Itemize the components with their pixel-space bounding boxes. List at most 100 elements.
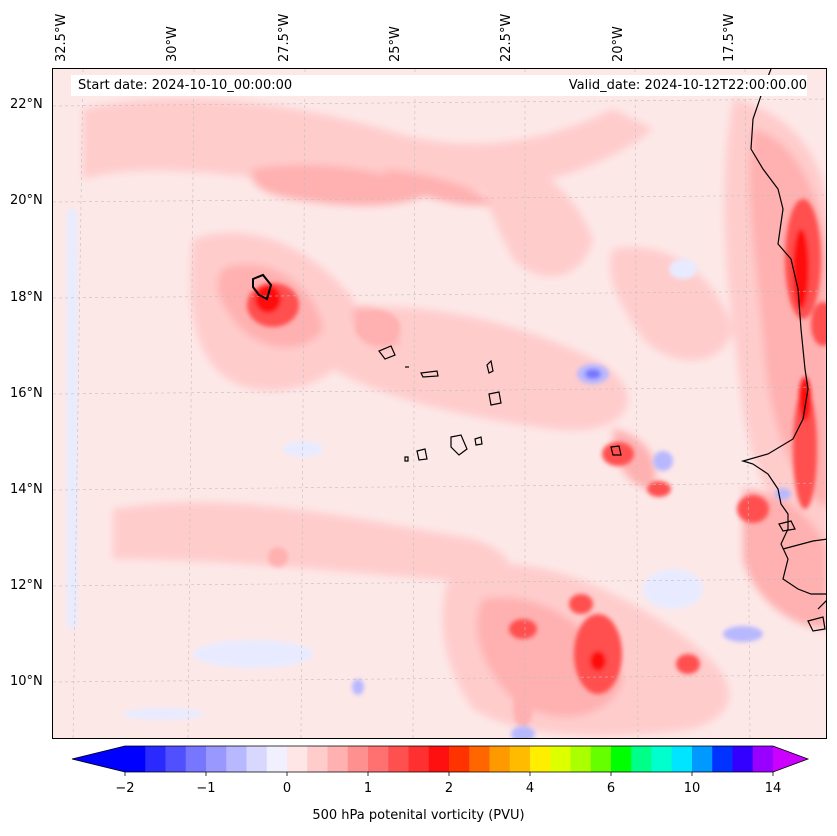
pv-region xyxy=(333,306,628,431)
pv-region xyxy=(480,149,593,277)
lat-label-12n: 12°N xyxy=(10,578,43,593)
colorbar-segment xyxy=(165,746,187,772)
pv-minimum xyxy=(653,451,673,471)
island xyxy=(610,445,622,456)
cape-verde-island xyxy=(378,345,396,360)
cape-verde-island xyxy=(420,370,439,378)
colorbar-tick-label: 6 xyxy=(606,781,616,796)
pv-maximum xyxy=(647,481,671,497)
colorbar-segment xyxy=(428,746,450,772)
pv-field-map xyxy=(53,69,826,738)
pv-region xyxy=(383,169,493,206)
colorbar-segment xyxy=(469,746,490,772)
pv-minimum xyxy=(775,488,791,500)
colorbar-segment xyxy=(631,746,652,772)
colorbar-segment xyxy=(489,746,511,772)
cape-verde-island xyxy=(404,456,409,462)
colorbar-segment xyxy=(509,746,531,772)
pv-minimum xyxy=(643,569,703,609)
pv-minimum xyxy=(669,259,697,279)
pv-minimum xyxy=(67,209,77,629)
pv-region xyxy=(610,247,733,361)
pv-maximum xyxy=(793,389,817,509)
colorbar-segment xyxy=(712,746,733,772)
colorbar-tick-label: −2 xyxy=(115,781,135,796)
colorbar-tick-label: 0 xyxy=(282,781,292,796)
pv-minimum xyxy=(193,640,313,668)
lat-label-14n: 14°N xyxy=(10,482,43,497)
colorbar-segment xyxy=(408,746,430,772)
colorbar-segment xyxy=(388,746,409,772)
cape-verde-island xyxy=(474,436,483,446)
start-date-label: Start date: 2024-10-10_00:00:00 xyxy=(71,75,807,96)
colorbar-segment xyxy=(246,746,268,772)
lon-label-22-5w: 22.5°W xyxy=(499,13,514,62)
colorbar-segment xyxy=(671,746,693,772)
pv-maximum xyxy=(590,651,606,671)
colorbar-segment xyxy=(287,746,308,772)
pv-minimum xyxy=(352,679,364,695)
colorbar-segment xyxy=(185,746,207,772)
colorbar-tick-label: 10 xyxy=(683,781,701,796)
pv-maximum xyxy=(569,594,593,614)
colorbar-segment xyxy=(692,746,713,772)
colorbar-segment xyxy=(570,746,592,772)
cape-verde-island xyxy=(486,359,494,374)
colorbar-tick-label: 14 xyxy=(764,781,782,796)
lon-label-27-5w: 27.5°W xyxy=(277,13,292,62)
colorbar-segment xyxy=(732,746,754,772)
colorbar-label: 500 hPa potenital vorticity (PVU) xyxy=(312,808,525,823)
colorbar-tick-label: 4 xyxy=(525,781,535,796)
pv-maximum xyxy=(799,377,811,421)
pv-maximum xyxy=(268,547,288,567)
cape-verde-island xyxy=(450,434,468,456)
pv-maximum xyxy=(509,619,537,639)
colorbar-segment xyxy=(550,746,571,772)
lat-label-18n: 18°N xyxy=(10,290,43,305)
graticule xyxy=(53,69,826,738)
colorbar-tick-label: 1 xyxy=(363,781,373,796)
colorbar-segment xyxy=(125,746,146,772)
colorbar-segment xyxy=(226,746,247,772)
colorbar-segment xyxy=(206,746,227,772)
lon-label-17-5w: 17.5°W xyxy=(722,13,737,62)
pv-maximum xyxy=(602,442,634,466)
pv-maximum xyxy=(676,654,700,674)
colorbar-over-arrow xyxy=(773,746,808,772)
lat-label-22n: 22°N xyxy=(10,97,43,112)
pv-maximum xyxy=(513,691,533,727)
pv-region xyxy=(743,489,826,629)
colorbar-segment xyxy=(368,746,389,772)
lon-label-20w: 20°W xyxy=(611,26,626,62)
pv-minimum xyxy=(511,726,535,738)
colorbar xyxy=(71,745,810,776)
lat-label-10n: 10°N xyxy=(10,674,43,689)
pv-maximum xyxy=(793,229,809,309)
island xyxy=(252,273,273,301)
pv-maximum xyxy=(811,302,826,346)
pv-minimum xyxy=(123,708,203,720)
cape-verde-island xyxy=(488,391,502,406)
colorbar-segment xyxy=(449,746,470,772)
lat-label-16n: 16°N xyxy=(10,386,43,401)
colorbar-segment xyxy=(327,746,349,772)
colorbar-segment xyxy=(347,746,369,772)
colorbar-segment xyxy=(530,746,551,772)
lon-label-30w: 30°W xyxy=(165,26,180,62)
colorbar-segment xyxy=(611,746,632,772)
colorbar-segment xyxy=(651,746,673,772)
colorbar-under-arrow xyxy=(72,746,125,772)
map-panel[interactable] xyxy=(52,68,827,739)
colorbar-segment xyxy=(307,746,328,772)
colorbar-tick-label: 2 xyxy=(444,781,454,796)
lon-label-25w: 25°W xyxy=(388,26,403,62)
coastlines xyxy=(252,69,826,632)
colorbar-segment xyxy=(266,746,288,772)
pv-contour-field xyxy=(67,98,826,738)
cape-verde-island xyxy=(416,448,428,461)
lat-label-20n: 20°N xyxy=(10,193,43,208)
pv-region xyxy=(113,502,508,581)
pv-maximum xyxy=(356,311,400,343)
colorbar-segment xyxy=(145,746,166,772)
pv-maximum xyxy=(737,495,769,523)
